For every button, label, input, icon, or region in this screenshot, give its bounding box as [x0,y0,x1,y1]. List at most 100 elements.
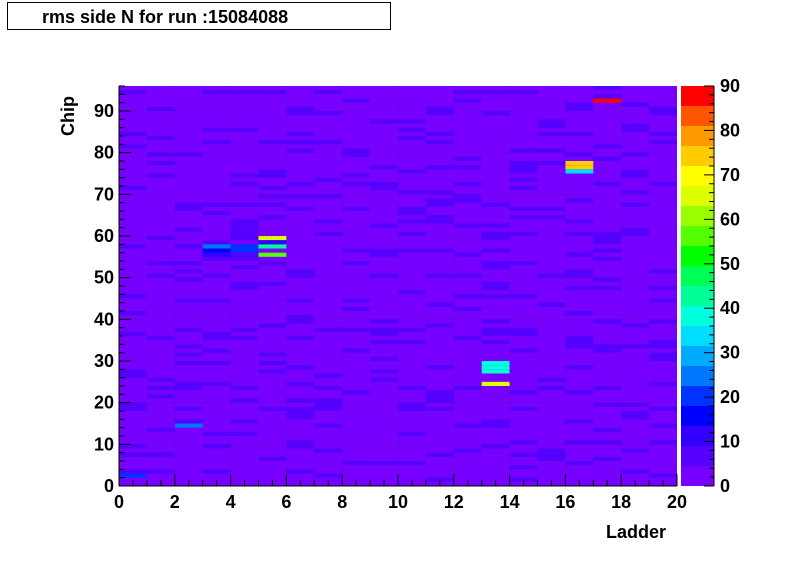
heatmap-cell [481,286,510,291]
heatmap-cell [621,273,650,278]
heatmap-cell [621,452,650,457]
heatmap-cell [258,323,287,328]
color-scale-bin [681,306,714,326]
heatmap-cell [453,136,482,141]
heatmap-cell [621,127,650,132]
heatmap-cell [119,123,147,128]
heatmap-cell [565,344,594,349]
heatmap-cell [146,173,175,178]
heatmap-cell [202,381,231,386]
heatmap-cell [174,206,203,211]
heatmap-cell [286,381,315,386]
heatmap-cell [481,331,510,336]
heatmap-cell [593,444,622,449]
heatmap-cell [481,423,510,428]
heatmap-cell [314,369,343,374]
heatmap-cell [258,448,287,453]
heatmap-cell [119,173,147,178]
color-scale-bin [681,206,714,226]
heatmap-cell [425,394,454,399]
heatmap-cell [398,169,426,174]
heatmap-cell [593,144,622,149]
heatmap-cell [481,111,510,116]
heatmap-cell [146,406,175,411]
heatmap-cell [286,140,315,145]
heatmap-cell [174,398,203,403]
heatmap-cell [509,465,538,470]
heatmap-cell [398,461,426,466]
heatmap-cell [565,198,594,203]
heatmap-cell [593,248,622,253]
heatmap-cell [258,394,287,399]
heatmap-cell [286,148,315,153]
heatmap-cell [202,248,231,253]
heatmap-cell [174,227,203,232]
heatmap-cell [425,198,454,203]
heatmap-cell [537,456,566,461]
heatmap-cell [425,323,454,328]
heatmap-cell [398,402,426,407]
heatmap-cell [453,306,482,311]
color-scale-label: 80 [720,120,740,140]
heatmap-cell [565,311,594,316]
heatmap-cell [649,286,677,291]
heatmap-cell [119,90,147,95]
heatmap-cell [314,352,343,357]
heatmap-cell [565,336,594,341]
heatmap-cell [537,136,566,141]
heatmap-cell [509,377,538,382]
y-tick-label: 50 [94,268,114,288]
heatmap-cell [565,152,594,157]
heatmap-cell [425,461,454,466]
heatmap-cell [202,290,231,295]
heatmap-cell [119,331,147,336]
heatmap-cell [174,261,203,266]
heatmap-cell [370,223,398,228]
heatmap-cell [453,456,482,461]
heatmap-cell [481,444,510,449]
color-scale-label: 30 [720,343,740,363]
heatmap-cell [565,219,594,224]
heatmap-cell [146,377,175,382]
heatmap-cell [565,102,594,107]
heatmap-cell [230,431,259,436]
heatmap-cell [593,156,622,161]
heatmap-cell [565,165,594,170]
heatmap-cell [565,419,594,424]
heatmap-cell [342,306,371,311]
heatmap-cell [537,123,566,128]
heatmap-cell [453,423,482,428]
heatmap-cell [119,369,147,374]
heatmap-cell [370,302,398,307]
heatmap-cell [481,223,510,228]
heatmap-cell [453,198,482,203]
heatmap-cell [593,348,622,353]
heatmap-cell [202,123,231,128]
heatmap-cell [202,244,231,249]
color-scale-bin [681,126,714,146]
heatmap-cell [481,236,510,241]
heatmap-cell [146,469,175,474]
heatmap-cell [314,402,343,407]
heatmap-cell [509,177,538,182]
heatmap-cell [202,106,231,111]
heatmap-cell [370,252,398,257]
heatmap-cell [119,406,147,411]
heatmap-cell [146,452,175,457]
heatmap-cell [649,181,677,186]
heatmap-cell [509,231,538,236]
heatmap-cell [119,244,147,249]
heatmap-cell [537,161,566,166]
heatmap-cell [537,273,566,278]
heatmap-cell [593,402,622,407]
heatmap-cell [509,294,538,299]
heatmap-cell [230,227,259,232]
heatmap-cell [258,402,287,407]
heatmap-cell [258,406,287,411]
heatmap-cell [370,448,398,453]
heatmap-cell [230,265,259,270]
heatmap-cell [230,327,259,332]
heatmap-cell [481,90,510,95]
heatmap-cell [258,461,287,466]
heatmap-cell [258,244,287,249]
